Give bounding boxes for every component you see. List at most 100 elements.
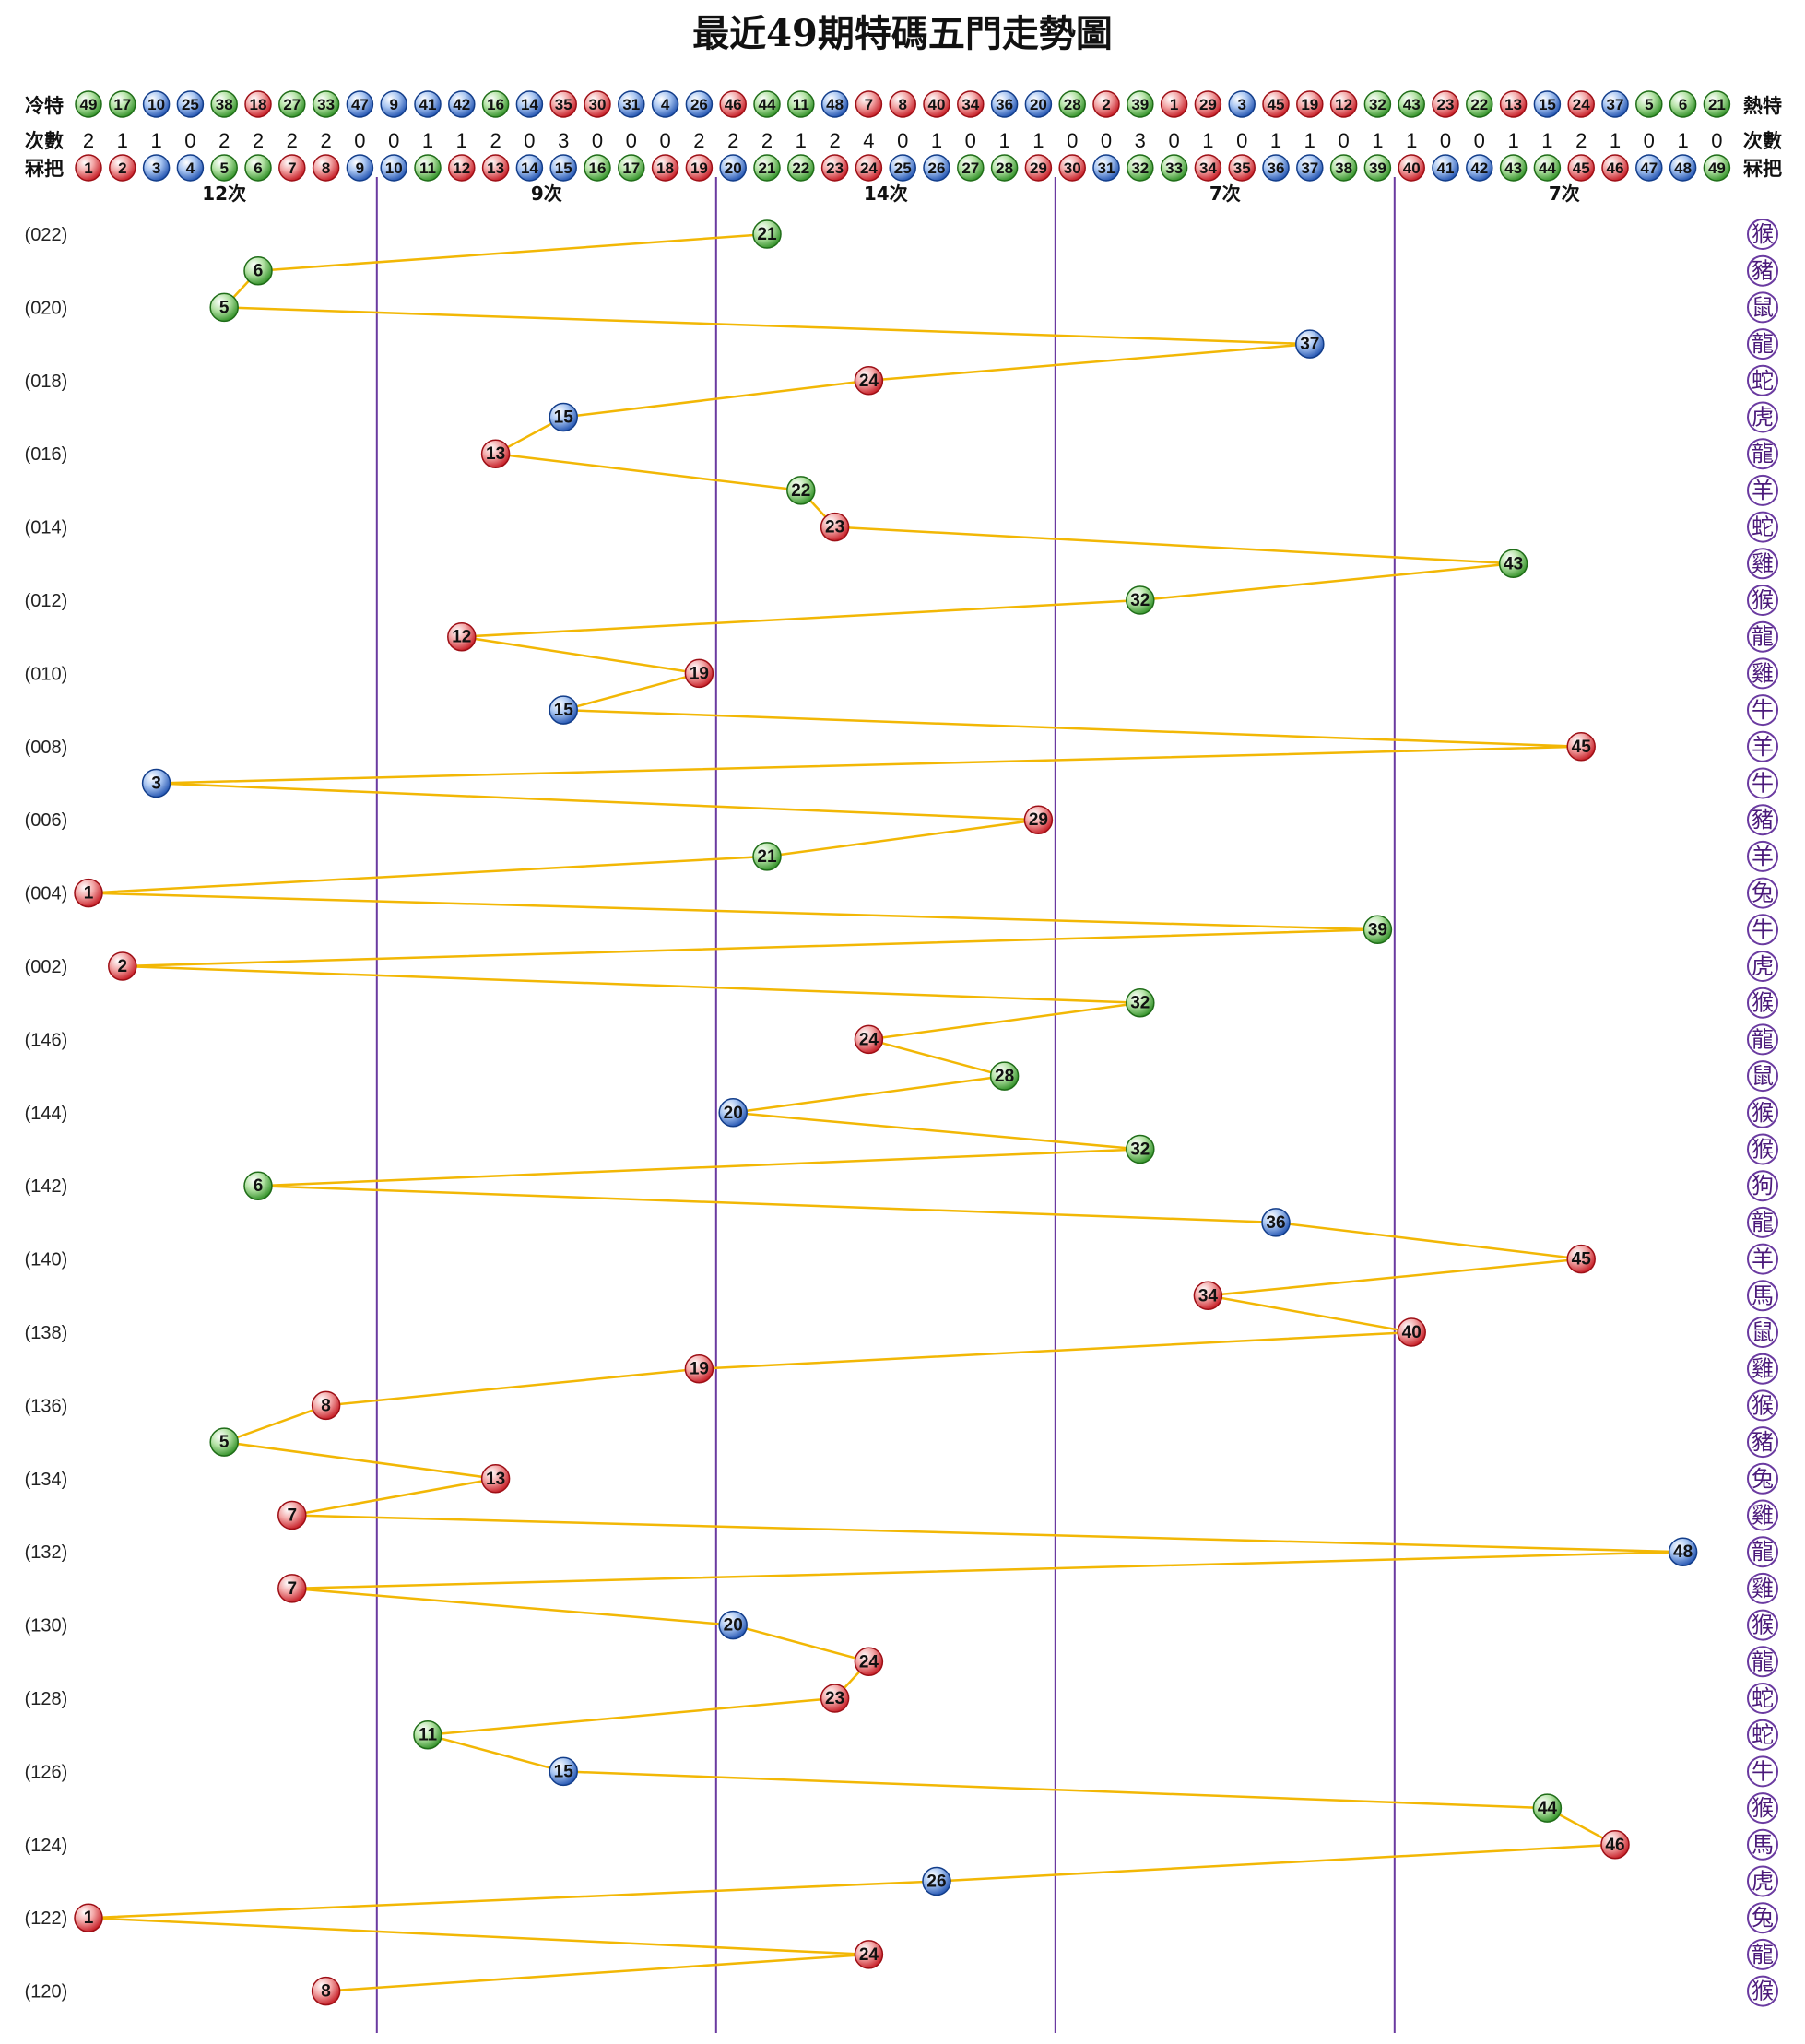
number-header-ball: 46 bbox=[1601, 154, 1629, 182]
draw-point: 46 bbox=[1600, 1830, 1630, 1860]
period-label: (124) bbox=[25, 1836, 68, 1856]
draw-point-label: 23 bbox=[825, 518, 844, 538]
hot-cold-ball-circle bbox=[515, 90, 544, 118]
zodiac-label: 龍 bbox=[1752, 1210, 1774, 1235]
number-header-ball: 34 bbox=[1194, 154, 1222, 182]
chart-title: 最近49期特碼五門走勢圖 bbox=[692, 12, 1113, 55]
segment-count: 7次 bbox=[1209, 183, 1241, 205]
draw-point-label: 43 bbox=[1504, 554, 1523, 573]
number-header-ball-circle bbox=[414, 154, 442, 182]
draw-point: 3 bbox=[141, 768, 171, 798]
draw-point-label: 39 bbox=[1368, 920, 1387, 939]
zodiac-badge: 猴 bbox=[1747, 1609, 1778, 1641]
hot-cold-ball-label: 2 bbox=[1102, 96, 1110, 113]
draw-point-circle bbox=[549, 402, 578, 432]
hot-cold-ball: 18 bbox=[244, 90, 272, 118]
number-header-ball-label: 18 bbox=[656, 160, 674, 177]
number-header-ball: 9 bbox=[346, 154, 374, 182]
hot-cold-ball: 38 bbox=[210, 90, 238, 118]
zodiac-badge: 猴 bbox=[1747, 1133, 1778, 1165]
draw-point: 8 bbox=[311, 1390, 341, 1421]
draw-point-label: 45 bbox=[1572, 738, 1592, 757]
draw-point: 23 bbox=[820, 1684, 850, 1713]
zodiac-label: 牛 bbox=[1752, 1758, 1774, 1784]
hot-cold-ball-circle bbox=[1228, 90, 1256, 118]
period-label: (126) bbox=[25, 1762, 68, 1782]
hot-cold-ball-label: 8 bbox=[898, 96, 906, 113]
zodiac-circle bbox=[1747, 657, 1778, 690]
zodiac-label: 雞 bbox=[1752, 550, 1774, 576]
draw-point-label: 45 bbox=[1572, 1250, 1592, 1270]
zodiac-label: 龍 bbox=[1752, 1942, 1774, 1967]
number-header-ball-circle bbox=[448, 154, 476, 182]
zodiac-circle bbox=[1747, 620, 1778, 653]
zodiac-badge: 龍 bbox=[1747, 1023, 1778, 1056]
zodiac-circle bbox=[1747, 1792, 1778, 1825]
draw-point-circle bbox=[447, 621, 477, 652]
zodiac-circle bbox=[1747, 1536, 1778, 1568]
number-header-ball-circle bbox=[481, 154, 510, 182]
hot-cold-ball: 19 bbox=[1296, 90, 1324, 118]
draw-point-label: 32 bbox=[1130, 994, 1150, 1013]
zodiac-label: 猴 bbox=[1752, 587, 1774, 613]
zodiac-badge: 牛 bbox=[1747, 1755, 1778, 1788]
count-value: 0 bbox=[1236, 129, 1247, 152]
zodiac-circle bbox=[1747, 1462, 1778, 1495]
number-header-ball-label: 3 bbox=[152, 160, 160, 177]
number-header-ball: 40 bbox=[1398, 154, 1425, 182]
number-header-ball: 4 bbox=[176, 154, 205, 182]
hot-cold-ball-label: 10 bbox=[147, 96, 165, 113]
draw-point-circle bbox=[1126, 1134, 1155, 1164]
number-header-ball: 8 bbox=[312, 154, 340, 182]
draw-point: 32 bbox=[1126, 987, 1155, 1018]
zodiac-label: 牛 bbox=[1752, 697, 1774, 723]
hot-cold-ball-label: 30 bbox=[589, 96, 607, 113]
number-header-ball-label: 15 bbox=[555, 160, 572, 177]
zodiac-label: 羊 bbox=[1752, 1246, 1774, 1272]
hot-cold-ball: 26 bbox=[685, 90, 714, 118]
hot-cold-ball-label: 11 bbox=[793, 96, 809, 113]
hot-cold-ball-circle bbox=[414, 90, 442, 118]
hot-cold-ball-circle bbox=[855, 90, 883, 118]
count-value: 0 bbox=[1067, 129, 1078, 152]
zodiac-badge: 猴 bbox=[1747, 1096, 1778, 1128]
number-header-ball-circle bbox=[1432, 154, 1459, 182]
number-header-ball-label: 47 bbox=[1640, 160, 1658, 177]
zodiac-circle bbox=[1747, 291, 1778, 324]
number-header-ball-label: 39 bbox=[1369, 160, 1386, 177]
draw-point-circle bbox=[854, 1940, 884, 1969]
number-header-ball-label: 41 bbox=[1437, 160, 1455, 177]
draw-point: 40 bbox=[1397, 1317, 1426, 1347]
draw-point-label: 12 bbox=[452, 628, 471, 647]
number-header-ball: 21 bbox=[753, 154, 781, 182]
hot-cold-ball-label: 22 bbox=[1470, 96, 1488, 113]
number-header-ball-circle bbox=[346, 154, 374, 182]
hot-cold-ball-label: 35 bbox=[555, 96, 572, 113]
number-header-ball-circle bbox=[618, 154, 645, 182]
zodiac-circle bbox=[1747, 767, 1778, 799]
hot-cold-ball-circle bbox=[753, 90, 781, 118]
number-header-ball: 22 bbox=[787, 154, 815, 182]
hot-cold-ball: 12 bbox=[1329, 90, 1358, 118]
zodiac-badge: 蛇 bbox=[1747, 511, 1778, 543]
count-value: 2 bbox=[829, 129, 840, 152]
zodiac-badge: 猴 bbox=[1747, 219, 1778, 250]
zodiac-label: 兔 bbox=[1752, 1466, 1774, 1492]
draw-point-label: 32 bbox=[1130, 1140, 1150, 1160]
zodiac-circle bbox=[1747, 694, 1778, 727]
count-value: 0 bbox=[184, 129, 195, 152]
draw-point-circle bbox=[74, 878, 103, 908]
zodiac-label: 猴 bbox=[1752, 990, 1774, 1016]
number-header-ball-label: 8 bbox=[322, 160, 330, 177]
hot-cold-ball: 21 bbox=[1703, 90, 1731, 118]
zodiac-label: 龍 bbox=[1752, 1648, 1774, 1674]
zodiac-label: 猴 bbox=[1752, 221, 1774, 247]
draw-point-label: 24 bbox=[859, 372, 879, 391]
number-header-ball-label: 13 bbox=[487, 160, 504, 177]
zodiac-circle bbox=[1747, 328, 1778, 360]
number-header-ball: 38 bbox=[1329, 154, 1358, 182]
draw-point-circle bbox=[1668, 1537, 1698, 1566]
number-header-ball: 6 bbox=[244, 154, 272, 182]
number-header-ball-label: 23 bbox=[826, 160, 844, 177]
count-value: 0 bbox=[388, 129, 399, 152]
